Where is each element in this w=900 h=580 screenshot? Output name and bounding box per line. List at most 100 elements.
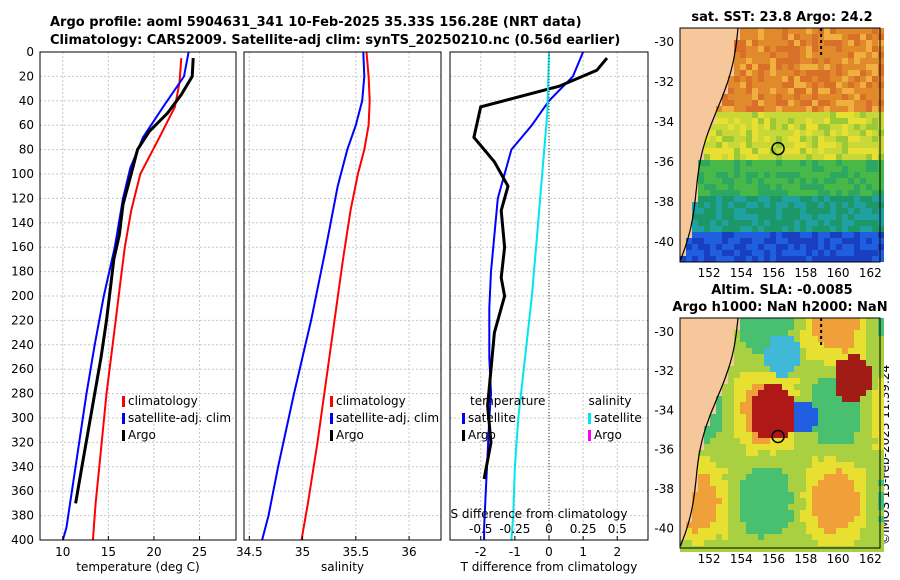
- y-tick-label: 160: [11, 240, 34, 254]
- map-x-tick-label: 152: [698, 552, 721, 566]
- x-tick-label: 34.5: [236, 545, 263, 559]
- legend-diff-temp-satellite: satellite: [468, 411, 516, 425]
- legend-diff-sal-satellite: satellite: [594, 411, 642, 425]
- axes-frame: [243, 51, 442, 541]
- map-x-tick-label: 162: [859, 552, 882, 566]
- series-line-2-2: [510, 51, 550, 541]
- map-y-tick-label: -38: [654, 482, 674, 496]
- y-tick-label: 120: [11, 191, 34, 205]
- map-x-tick-label: 152: [698, 266, 721, 280]
- y-tick-label: 280: [11, 387, 34, 401]
- map-y-tick-label: -38: [654, 195, 674, 209]
- legend-sal-argo-swatch: [330, 430, 333, 441]
- series-line-1-1: [261, 51, 366, 541]
- map-x-tick-label: 158: [794, 266, 817, 280]
- y-tick-label: 380: [11, 509, 34, 523]
- x-tick-label: 15: [101, 545, 116, 559]
- legend-temp-satellite: satellite-adj. clim: [128, 411, 231, 425]
- sla-map-title: Altim. SLA: -0.0085: [711, 283, 853, 298]
- y-tick-label: 200: [11, 289, 34, 303]
- map-x-tick-label: 154: [730, 552, 753, 566]
- map-y-tick-label: -32: [654, 75, 674, 89]
- x-tick-label: 20: [146, 545, 161, 559]
- legend-diff-temp-argo-swatch: [462, 430, 465, 441]
- y-tick-label: 220: [11, 313, 34, 327]
- legend-diff-sal-argo: Argo: [594, 428, 622, 442]
- legend-temp-climatology: climatology: [128, 394, 198, 408]
- y-tick-label: 300: [11, 411, 34, 425]
- map-y-tick-label: -40: [654, 521, 674, 535]
- y-tick-label: 20: [19, 69, 34, 83]
- map-frame: [679, 27, 881, 263]
- x-tick-label: 25: [192, 545, 207, 559]
- legend-diff-temp-argo: Argo: [468, 428, 496, 442]
- x-axis-label: salinity: [321, 560, 364, 574]
- y-tick-label: 340: [11, 460, 34, 474]
- legend-sal-climatology-swatch: [330, 396, 333, 407]
- x-tick-label: -2: [475, 545, 487, 559]
- map-y-tick-label: -40: [654, 235, 674, 249]
- sst-map-title: sat. SST: 23.8 Argo: 24.2: [691, 10, 873, 25]
- map-x-tick-label: 160: [827, 552, 850, 566]
- x-tick-label: 10: [55, 545, 70, 559]
- argo-float-marker: [771, 141, 785, 156]
- y-tick-label: 400: [11, 533, 34, 547]
- map-x-tick-label: 162: [859, 266, 882, 280]
- y-tick-label: 140: [11, 216, 34, 230]
- secondary-x-tick-label: -0.5: [469, 522, 492, 536]
- x-axis-label: T difference from climatology: [460, 560, 638, 574]
- map-y-tick-label: -30: [654, 325, 674, 339]
- series-line-0-0: [91, 58, 183, 541]
- legend-diff-sal-header: salinity: [588, 394, 631, 408]
- series-line-2-1: [472, 57, 609, 480]
- axes-frame: [39, 51, 237, 541]
- x-tick-label: -1: [509, 545, 521, 559]
- series-line-0-2: [74, 58, 195, 504]
- legend-diff-sal-satellite-swatch: [588, 413, 591, 424]
- map-x-tick-label: 158: [794, 552, 817, 566]
- y-tick-label: 260: [11, 362, 34, 376]
- y-tick-label: 40: [19, 94, 34, 108]
- map-y-tick-label: -30: [654, 35, 674, 49]
- argo-float-marker: [771, 429, 785, 444]
- map-frame: [679, 317, 881, 549]
- y-tick-label: 100: [11, 167, 34, 181]
- map-x-tick-label: 156: [762, 266, 785, 280]
- legend-temp-argo-swatch: [122, 430, 125, 441]
- legend-sal-argo: Argo: [336, 428, 364, 442]
- y-tick-label: 180: [11, 265, 34, 279]
- y-tick-label: 0: [26, 45, 34, 59]
- legend-sal-climatology: climatology: [336, 394, 406, 408]
- legend-diff-temp-header: temperature: [470, 394, 545, 408]
- chart-title-line2: Climatology: CARS2009. Satellite-adj cli…: [50, 33, 621, 48]
- x-axis-label: temperature (deg C): [76, 560, 199, 574]
- secondary-x-tick-label: 0.5: [608, 522, 627, 536]
- y-tick-label: 320: [11, 435, 34, 449]
- secondary-x-tick-label: 0.25: [570, 522, 597, 536]
- secondary-x-tick-label: -0.25: [499, 522, 530, 536]
- sla-map: [680, 318, 884, 552]
- x-tick-label: 1: [579, 545, 587, 559]
- secondary-x-tick-label: 0: [545, 522, 553, 536]
- map-y-tick-label: -32: [654, 364, 674, 378]
- chart-title-line1: Argo profile: aoml 5904631_341 10-Feb-20…: [50, 15, 582, 30]
- series-line-1-0: [300, 51, 371, 541]
- series-line-0-1: [61, 51, 190, 541]
- map-y-tick-label: -36: [654, 443, 674, 457]
- x-tick-label: 35: [295, 545, 310, 559]
- coastline: [679, 317, 739, 547]
- x-tick-label: 2: [613, 545, 621, 559]
- legend-sal-satellite: satellite-adj. clim: [336, 411, 439, 425]
- map-y-tick-label: -36: [654, 155, 674, 169]
- legend-diff-temp-satellite-swatch: [462, 413, 465, 424]
- legend-temp-satellite-swatch: [122, 413, 125, 424]
- secondary-x-axis-label: S difference from climatology: [451, 507, 628, 521]
- x-tick-label: 35.5: [342, 545, 369, 559]
- x-tick-label: 36: [401, 545, 416, 559]
- legend-sal-satellite-swatch: [330, 413, 333, 424]
- legend-diff-sal-argo-swatch: [588, 430, 591, 441]
- coastline: [679, 27, 739, 261]
- map-y-tick-label: -34: [654, 403, 674, 417]
- y-tick-label: 240: [11, 338, 34, 352]
- map-x-tick-label: 156: [762, 552, 785, 566]
